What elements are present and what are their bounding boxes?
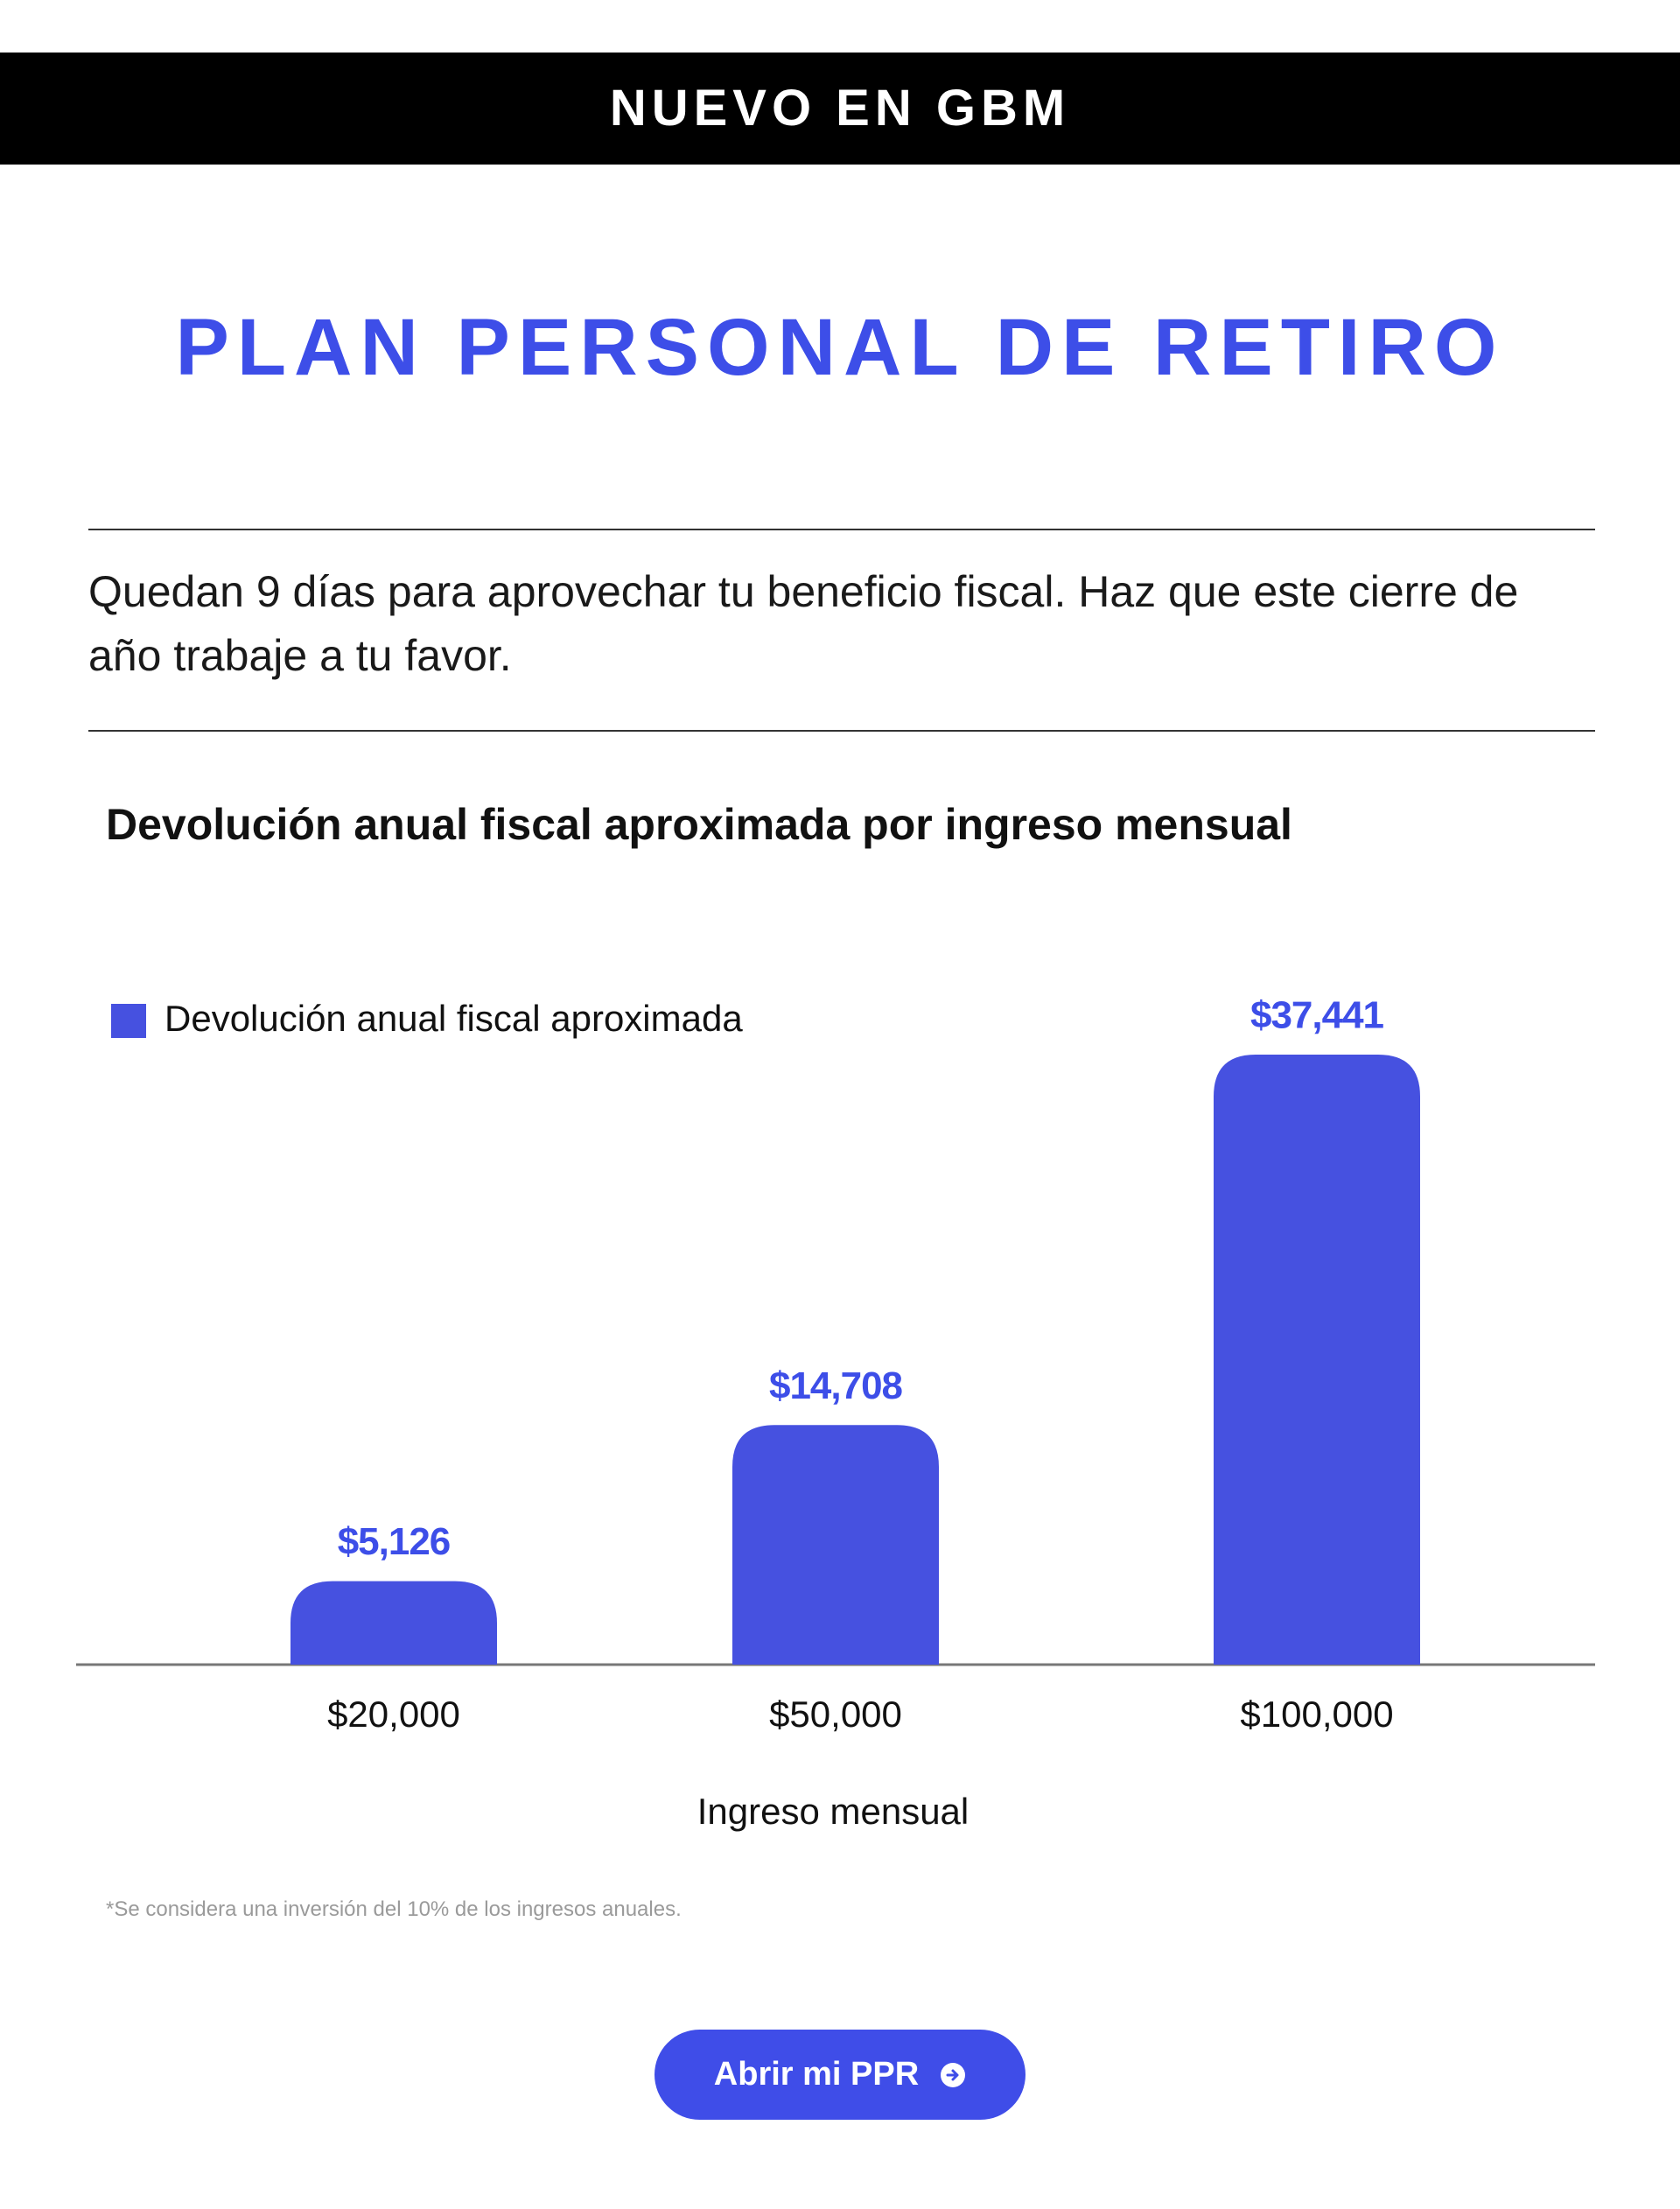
footnote: *Se considera una inversión del 10% de l…	[106, 1897, 682, 1921]
banner: NUEVO EN GBM	[0, 53, 1680, 165]
arrow-icon	[941, 2062, 966, 2087]
bar	[290, 1581, 497, 1665]
x-tick-label: $20,000	[327, 1694, 460, 1735]
legend-label: Devolución anual fiscal aproximada	[164, 998, 743, 1039]
legend-swatch	[111, 1004, 146, 1038]
x-tick-label: $50,000	[769, 1694, 902, 1735]
button-label: Abrir mi PPR	[713, 2056, 920, 2093]
divider	[88, 730, 1595, 732]
x-tick-label: $100,000	[1240, 1694, 1393, 1735]
value-label: $5,126	[338, 1520, 451, 1563]
chart-title: Devolución anual fiscal aproximada por i…	[106, 800, 1292, 849]
intro-text: Quedan 9 días para aprovechar tu benefic…	[88, 567, 1519, 680]
page-title: PLAN PERSONAL DE RETIRO	[175, 303, 1505, 392]
value-label: $14,708	[769, 1364, 903, 1407]
value-label: $37,441	[1250, 994, 1384, 1037]
bar	[1214, 1055, 1420, 1665]
bar	[732, 1425, 939, 1665]
x-axis-label: Ingreso mensual	[697, 1791, 970, 1832]
open-ppr-button[interactable]: Abrir mi PPR	[654, 2030, 1026, 2120]
divider	[88, 529, 1595, 530]
